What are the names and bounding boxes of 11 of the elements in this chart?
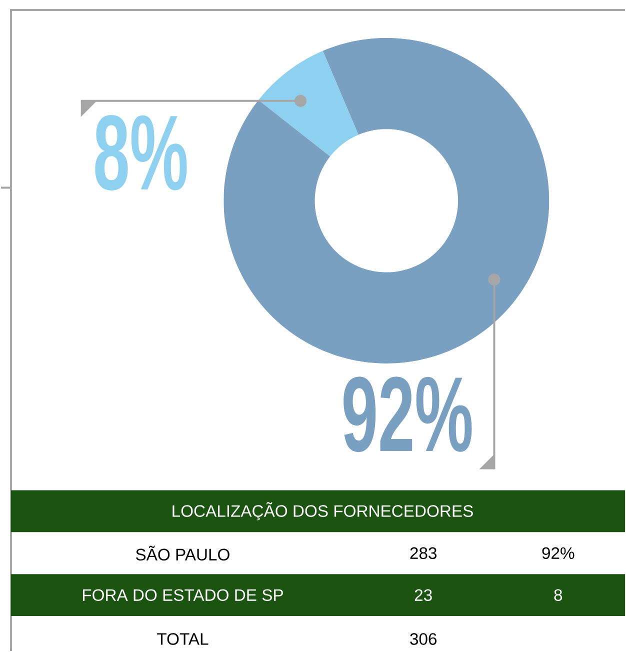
text: 92% <box>542 547 574 560</box>
text: FORA DO ESTADO DE SP <box>82 589 283 601</box>
text: 23 <box>414 589 432 601</box>
text: LOCALIZAÇÃO DOS FORNECEDORES <box>172 502 473 520</box>
text: 306 <box>410 633 436 645</box>
data-label: 92% <box>344 376 472 452</box>
text: 8 <box>554 589 562 601</box>
text: 283 <box>410 547 436 560</box>
data-label: 8% <box>95 115 187 190</box>
text: SÃO PAULO <box>136 546 230 561</box>
text: TOTAL <box>157 633 208 645</box>
